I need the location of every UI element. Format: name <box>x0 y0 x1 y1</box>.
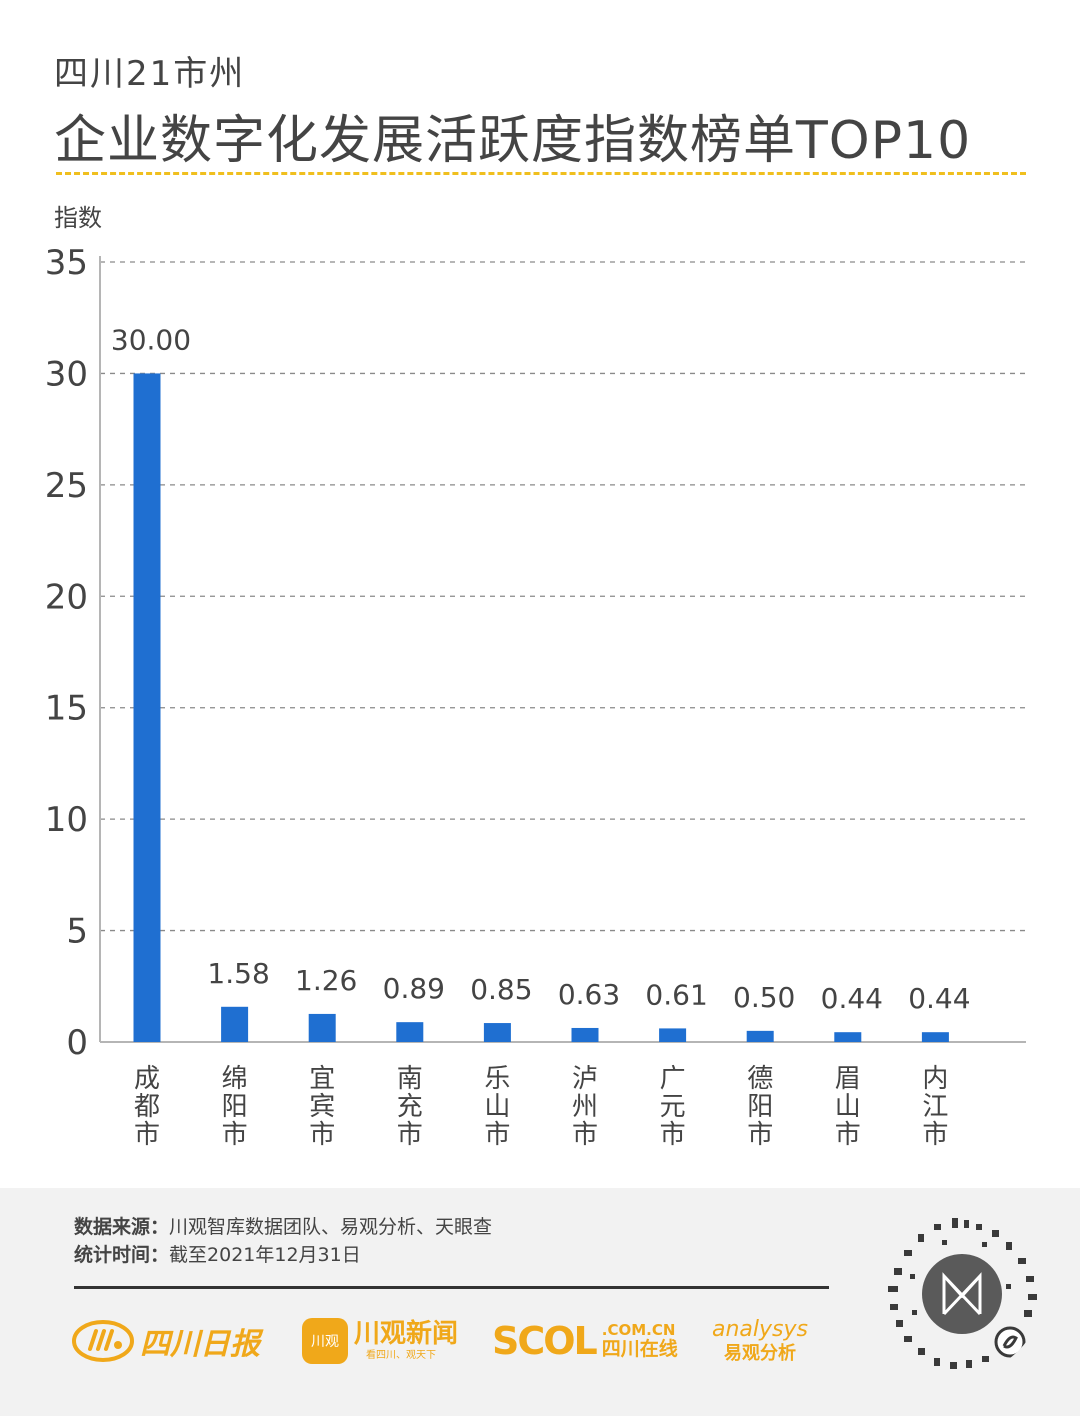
data-source-value: 川观智库数据团队、易观分析、天眼查 <box>169 1216 493 1238</box>
analysys-text: analysys <box>712 1317 808 1342</box>
sichuan-daily-logo: 四川日报 <box>72 1316 260 1366</box>
x-tick-label: 眉山市 <box>835 1064 861 1150</box>
data-label: 0.85 <box>470 973 532 1006</box>
data-label: 0.50 <box>733 981 795 1014</box>
bar <box>308 1013 336 1042</box>
chuanguan-text: 川观新闻 <box>354 1319 459 1349</box>
bar <box>921 1032 949 1042</box>
sichuan-daily-emblem-icon <box>72 1320 134 1362</box>
x-tick-label: 宜宾市 <box>309 1064 335 1150</box>
stat-time-label: 统计时间： <box>74 1244 170 1266</box>
bar <box>133 373 161 1042</box>
sichuan-daily-text: 四川日报 <box>140 1327 260 1362</box>
x-tick-label: 泸州市 <box>572 1064 598 1150</box>
bar-chart: 指数 0 5 10 15 20 25 30 35 30.00 成都市 1.58 绵阳市 1.26 宜宾市 0.… <box>45 204 1026 1150</box>
stat-time-value: 截至2021年12月31日 <box>169 1244 361 1266</box>
y-tick-label: 35 <box>45 243 88 283</box>
data-label: 1.26 <box>295 964 357 997</box>
data-source: 数据来源：川观智库数据团队、易观分析、天眼查 <box>74 1212 492 1239</box>
data-label: 0.61 <box>645 978 707 1011</box>
scol-name: 四川在线 <box>601 1338 678 1360</box>
data-label: 30.00 <box>111 323 191 356</box>
x-tick-label: 广元市 <box>660 1064 686 1150</box>
analysys-name: 易观分析 <box>723 1343 796 1364</box>
scol-logo: SCOL .COM.CN 四川在线 <box>492 1316 678 1366</box>
chuanguan-badge-icon: 川观 <box>302 1318 348 1364</box>
footer-divider <box>74 1286 829 1289</box>
footer: 数据来源：川观智库数据团队、易观分析、天眼查 统计时间：截至2021年12月31… <box>0 1188 1080 1416</box>
x-tick-label: 内江市 <box>922 1064 948 1150</box>
bar <box>746 1030 774 1042</box>
data-label: 0.44 <box>908 982 970 1015</box>
y-tick-label: 20 <box>45 577 88 617</box>
mini-program-qr-icon <box>888 1218 1037 1369</box>
stat-time: 统计时间：截至2021年12月31日 <box>74 1240 361 1267</box>
data-label: 0.89 <box>383 972 445 1005</box>
data-source-label: 数据来源： <box>74 1216 170 1238</box>
scol-text: SCOL <box>492 1319 598 1363</box>
y-tick-label: 25 <box>45 466 88 506</box>
x-tick-label: 成都市 <box>134 1064 160 1150</box>
y-tick-label: 30 <box>45 354 88 394</box>
bar <box>396 1022 424 1042</box>
y-axis-label: 指数 <box>54 204 102 232</box>
page-title: 企业数字化发展活跃度指数榜单TOP10 <box>54 111 972 171</box>
y-tick-label: 0 <box>66 1023 88 1063</box>
chuanguan-badge-text: 川观 <box>311 1334 339 1350</box>
y-tick-label: 15 <box>45 689 88 729</box>
data-label: 1.58 <box>207 957 269 990</box>
x-tick-label: 绵阳市 <box>222 1064 248 1150</box>
bar <box>571 1027 599 1042</box>
bar <box>834 1032 862 1042</box>
data-label: 0.63 <box>558 978 620 1011</box>
data-label: 0.44 <box>821 982 883 1015</box>
bar <box>483 1023 511 1042</box>
x-tick-label: 乐山市 <box>484 1064 510 1150</box>
chuanguan-news-logo: 川观 川观新闻 看四川、观天下 <box>302 1316 458 1366</box>
x-tick-label: 德阳市 <box>747 1064 773 1150</box>
y-tick-label: 5 <box>66 912 88 952</box>
scol-domain: .COM.CN <box>601 1321 676 1339</box>
chuanguan-slogan: 看四川、观天下 <box>366 1350 436 1361</box>
analysys-logo: analysys 易观分析 <box>712 1316 808 1366</box>
bar <box>221 1006 249 1042</box>
x-tick-label: 南充市 <box>397 1064 423 1150</box>
title-divider <box>56 172 1026 175</box>
y-tick-label: 10 <box>45 800 88 840</box>
title-line1: 四川21市州 <box>54 54 246 94</box>
bar <box>659 1028 687 1042</box>
